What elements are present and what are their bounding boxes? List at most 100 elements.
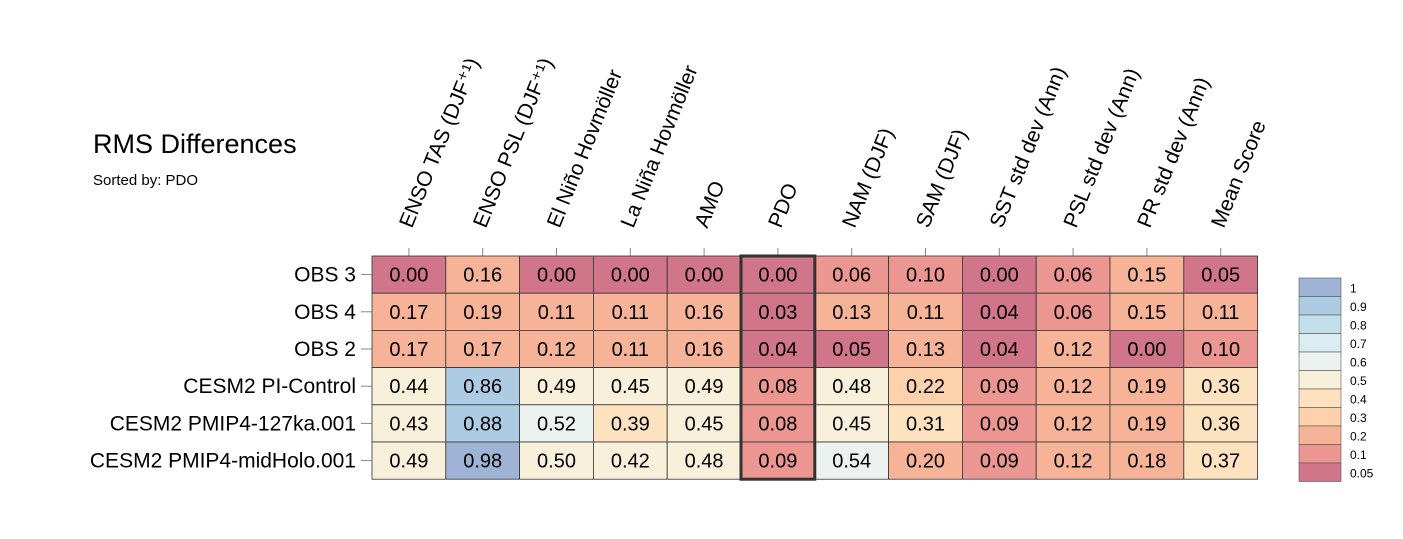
cell-value: 0.15 xyxy=(1127,265,1166,287)
legend-label: 0.7 xyxy=(1350,337,1367,351)
cell-value: 0.20 xyxy=(906,451,945,473)
heatmap-cell xyxy=(1035,329,1111,368)
heatmap-cell xyxy=(814,441,889,480)
column-label: NAM (DJF) xyxy=(838,125,899,231)
legend-label: 0.3 xyxy=(1350,411,1367,425)
cell-value: 0.42 xyxy=(611,451,650,473)
heatmap-cell xyxy=(1035,292,1111,331)
cell-value: 0.37 xyxy=(1201,451,1240,473)
legend-label: 1 xyxy=(1350,282,1357,296)
heatmap-cell xyxy=(371,404,447,443)
cell-value: 0.11 xyxy=(612,302,649,324)
heatmap-cell xyxy=(666,367,742,406)
heatmap-cell xyxy=(519,292,594,331)
heatmap-cell xyxy=(1183,329,1259,368)
cell-value: 0.50 xyxy=(537,451,576,473)
legend-label: 0.1 xyxy=(1350,448,1367,462)
heatmap-cell xyxy=(1109,255,1185,294)
cell-value: 0.44 xyxy=(389,376,428,398)
cell-value: 0.98 xyxy=(463,451,502,473)
legend-swatch xyxy=(1298,296,1342,316)
heatmap-cell xyxy=(1183,292,1259,331)
cell-value: 0.00 xyxy=(685,265,724,287)
heatmap-cell xyxy=(371,367,447,406)
cell-value: 0.10 xyxy=(906,265,945,287)
cell-value: 0.45 xyxy=(611,376,650,398)
cell-value: 0.43 xyxy=(389,413,428,435)
cell-value: 0.45 xyxy=(685,413,724,435)
heatmap-cell xyxy=(962,404,1037,443)
heatmap-cell xyxy=(962,367,1037,406)
cell-value: 0.49 xyxy=(389,451,428,473)
cell-value: 0.54 xyxy=(832,451,871,473)
heatmap-cell xyxy=(814,255,889,294)
row-label: CESM2 PMIP4-midHolo.001 xyxy=(90,450,356,473)
heatmap-cell xyxy=(593,404,668,443)
heatmap-cell xyxy=(593,292,668,331)
cell-value: 0.08 xyxy=(758,376,797,398)
heatmap-cell xyxy=(371,441,447,480)
column-label: PSL std dev (Ann) xyxy=(1059,65,1144,231)
heatmap-cell xyxy=(814,404,889,443)
cell-value: 0.09 xyxy=(980,413,1019,435)
legend-label: 0.05 xyxy=(1350,467,1374,481)
heatmap-cell xyxy=(1035,404,1111,443)
legend-swatch xyxy=(1298,370,1342,390)
heatmap-cell xyxy=(1035,367,1111,406)
cell-value: 0.16 xyxy=(685,302,724,324)
heatmap-cell xyxy=(666,255,742,294)
cell-value: 0.19 xyxy=(463,302,502,324)
row-label: CESM2 PI-Control xyxy=(183,375,356,398)
cell-value: 0.00 xyxy=(758,265,797,287)
heatmap-cell xyxy=(666,292,742,331)
heatmap-cell xyxy=(814,329,889,368)
cell-value: 0.05 xyxy=(832,339,871,361)
heatmap-cell xyxy=(593,441,668,480)
cell-value: 0.11 xyxy=(1202,302,1239,324)
cell-value: 0.13 xyxy=(832,302,871,324)
heatmap-cell xyxy=(371,255,447,294)
cell-value: 0.12 xyxy=(1054,376,1093,398)
cell-value: 0.52 xyxy=(537,413,576,435)
cell-value: 0.36 xyxy=(1201,376,1240,398)
column-label: PR std dev (Ann) xyxy=(1133,74,1214,231)
legend-swatch xyxy=(1298,462,1342,482)
heatmap-cell xyxy=(445,367,520,406)
heatmap-cell xyxy=(1183,441,1259,480)
cell-value: 0.45 xyxy=(832,413,871,435)
cell-value: 0.06 xyxy=(832,265,871,287)
cell-value: 0.03 xyxy=(758,302,797,324)
cell-value: 0.04 xyxy=(980,339,1019,361)
column-label: El Niño Hovmöller xyxy=(543,66,627,230)
heatmap-cell xyxy=(1035,255,1111,294)
legend-swatch xyxy=(1298,333,1342,353)
cell-value: 0.16 xyxy=(685,339,724,361)
cell-value: 0.48 xyxy=(685,451,724,473)
cell-value: 0.00 xyxy=(389,265,428,287)
cell-value: 0.06 xyxy=(1054,265,1093,287)
cell-value: 0.15 xyxy=(1127,302,1166,324)
cell-value: 0.09 xyxy=(758,451,797,473)
cell-value: 0.09 xyxy=(980,376,1019,398)
cell-value: 0.10 xyxy=(1201,339,1240,361)
row-labels: OBS 3 OBS 4 OBS 2 CESM2 PI-Control CESM2 PMI… xyxy=(90,264,356,473)
column-label: ENSO TAS (DJF⁺¹) xyxy=(395,55,484,231)
row-label: OBS 3 xyxy=(294,264,356,287)
cell-value: 0.88 xyxy=(463,413,502,435)
legend-swatch xyxy=(1298,277,1342,297)
legend-label: 0.2 xyxy=(1350,430,1367,444)
column-label: La Niña Hovmöller xyxy=(617,62,703,231)
legend-swatch xyxy=(1298,444,1342,464)
legend-label: 0.6 xyxy=(1350,356,1367,370)
highlight-frame xyxy=(739,254,817,481)
row-label: OBS 2 xyxy=(294,338,356,361)
heatmap-cell xyxy=(740,255,816,294)
cell-value: 0.04 xyxy=(980,302,1019,324)
legend-swatch xyxy=(1298,388,1342,408)
column-label: PDO xyxy=(764,180,802,231)
cell-value: 0.86 xyxy=(463,376,502,398)
cell-value: 0.11 xyxy=(538,302,575,324)
heatmap-cell xyxy=(1183,255,1259,294)
cell-value: 0.48 xyxy=(832,376,871,398)
cell-value: 0.17 xyxy=(389,339,428,361)
